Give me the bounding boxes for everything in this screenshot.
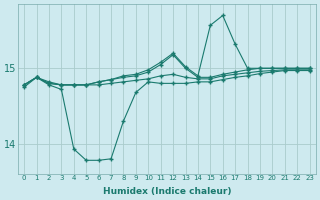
X-axis label: Humidex (Indice chaleur): Humidex (Indice chaleur) xyxy=(103,187,231,196)
